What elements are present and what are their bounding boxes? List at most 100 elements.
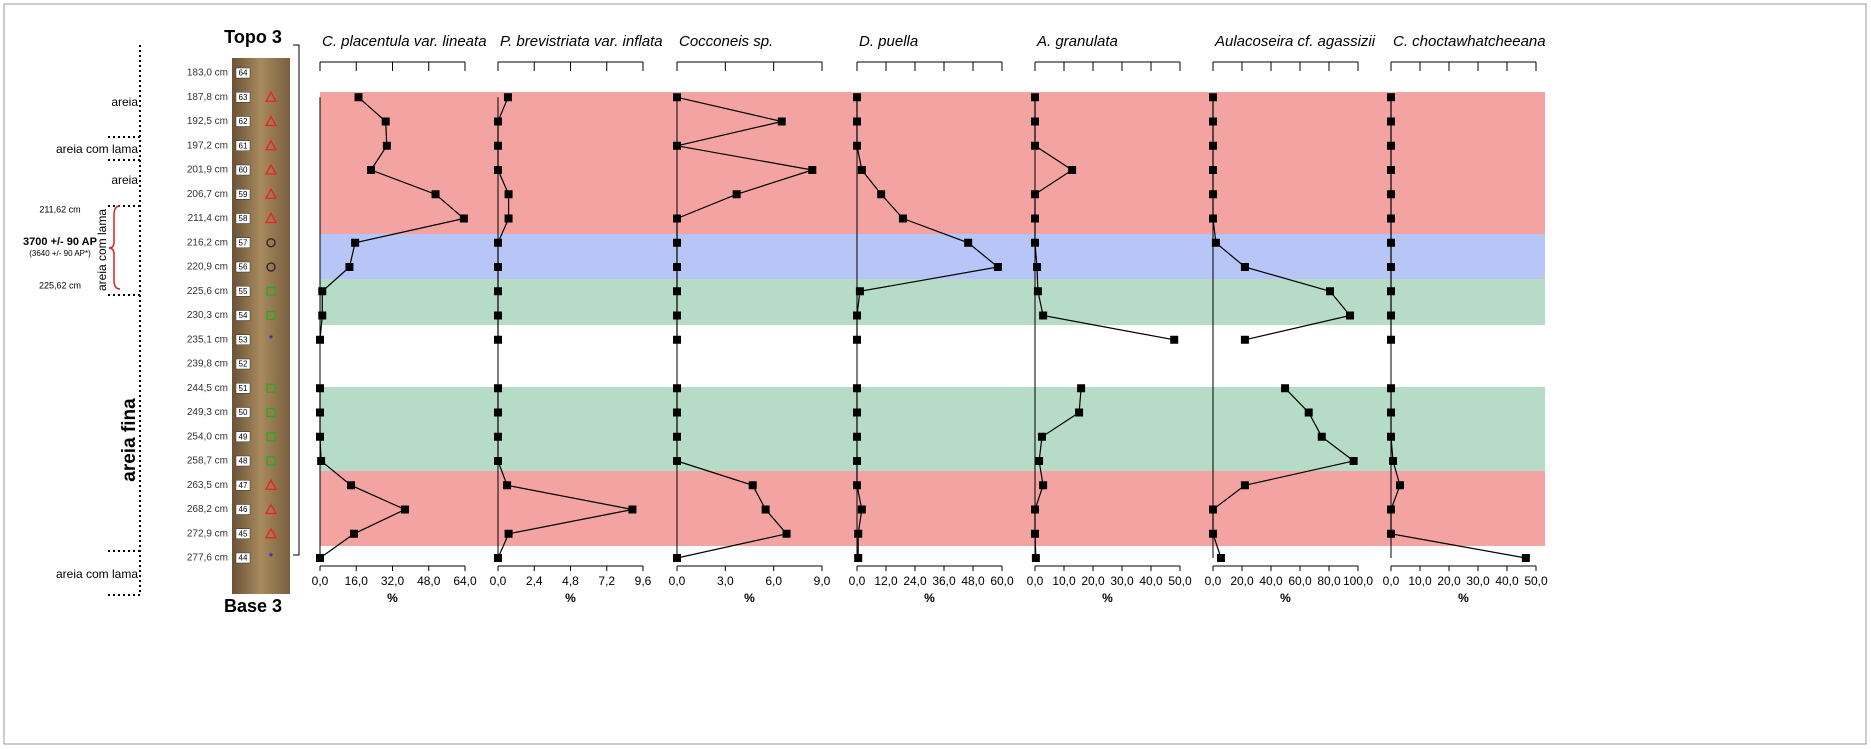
symbol [266,432,276,442]
point [1075,408,1084,417]
point [1304,408,1313,417]
sample-box [235,528,251,539]
point [1326,287,1335,296]
sample-box [235,213,251,224]
zone [320,234,1545,279]
point [1387,335,1395,344]
point [673,408,681,417]
symbol [264,212,278,224]
age-calibrated: (3640 +/- 90 AP*) [29,249,91,258]
point [748,481,757,490]
point [504,190,513,199]
point [503,481,512,490]
core-top: Topo 3 [224,27,282,47]
point [494,554,502,562]
depth-label: 192,5 cm [187,116,228,127]
point [673,141,681,150]
x-tick-label: 40,0 [1259,574,1283,588]
point [494,457,502,465]
symbol [264,503,278,515]
depth-label: 197,2 cm [187,140,228,151]
depth-label: 249,3 cm [187,407,228,418]
point [1031,190,1039,199]
point [345,263,354,271]
point [316,335,324,344]
sample-number: 47 [239,481,248,490]
panel-title: C. placentula var. lineata [322,33,487,50]
point [1033,287,1042,296]
sample-number: 58 [239,214,248,223]
symbol [264,163,278,175]
depth-label: 187,8 cm [187,92,228,103]
date-depth: 225,62 cm [39,280,81,290]
point [317,457,326,465]
point [761,505,770,514]
x-tick-label: 32,0 [381,574,405,588]
sample-box [235,358,251,370]
point [1209,166,1217,174]
x-tick-label: 0,0 [312,574,329,588]
point [1031,529,1039,538]
lithology-label: areia com lama [56,567,138,581]
point [1387,238,1395,247]
point [1216,554,1225,562]
sample-box [235,504,251,515]
frame [3,3,1867,745]
sample-number: 54 [239,311,248,320]
date-bracket [108,205,121,290]
sample-box [235,286,251,297]
depth-label: 235,1 cm [187,334,228,345]
point [494,432,502,441]
x-tick-label: 10,0 [1408,574,1432,588]
point [1317,432,1326,441]
point [1387,117,1395,126]
lithology-label: areia [111,173,138,187]
symbol [264,478,278,490]
x-tick-label: 36,0 [932,574,956,588]
depth-label: 230,3 cm [187,310,228,321]
point [1068,166,1077,174]
point [808,166,817,174]
point [504,214,513,223]
lithology-label: areia fina [119,398,140,482]
sample-box [235,164,251,176]
point [494,311,502,320]
x-axis-label: % [924,591,935,605]
sample-number: 63 [239,93,248,102]
depth-label: 201,9 cm [187,165,228,176]
point [1387,311,1395,320]
depth-label: 244,5 cm [187,383,228,394]
point [1387,529,1395,538]
point [1240,263,1249,271]
point [673,214,681,223]
point [366,166,375,174]
x-tick-label: 20,0 [1081,574,1105,588]
point [853,335,861,344]
x-tick-label: 48,0 [961,574,985,588]
point [1031,505,1039,514]
point [1209,190,1217,199]
x-tick-label: 0,0 [490,574,507,588]
sample-number: 45 [239,529,248,538]
depth-label: 183,0 cm [187,68,228,79]
sample-number: 60 [239,166,248,175]
x-tick-label: 3,0 [717,574,734,588]
symbol [266,238,276,248]
point [1031,554,1040,562]
point [1387,93,1395,102]
point [854,529,863,538]
point [494,384,502,393]
lithology-label: areia com lama [95,209,109,291]
point [349,529,358,538]
x-tick-label: 0,0 [1027,574,1044,588]
point [1209,214,1217,223]
x-axis-label: % [1458,591,1469,605]
depth-label: 263,5 cm [187,480,228,491]
point [1240,481,1249,490]
point [855,287,864,296]
sample-box [235,334,251,345]
symbol [264,187,278,199]
sample-number: 57 [239,238,248,247]
